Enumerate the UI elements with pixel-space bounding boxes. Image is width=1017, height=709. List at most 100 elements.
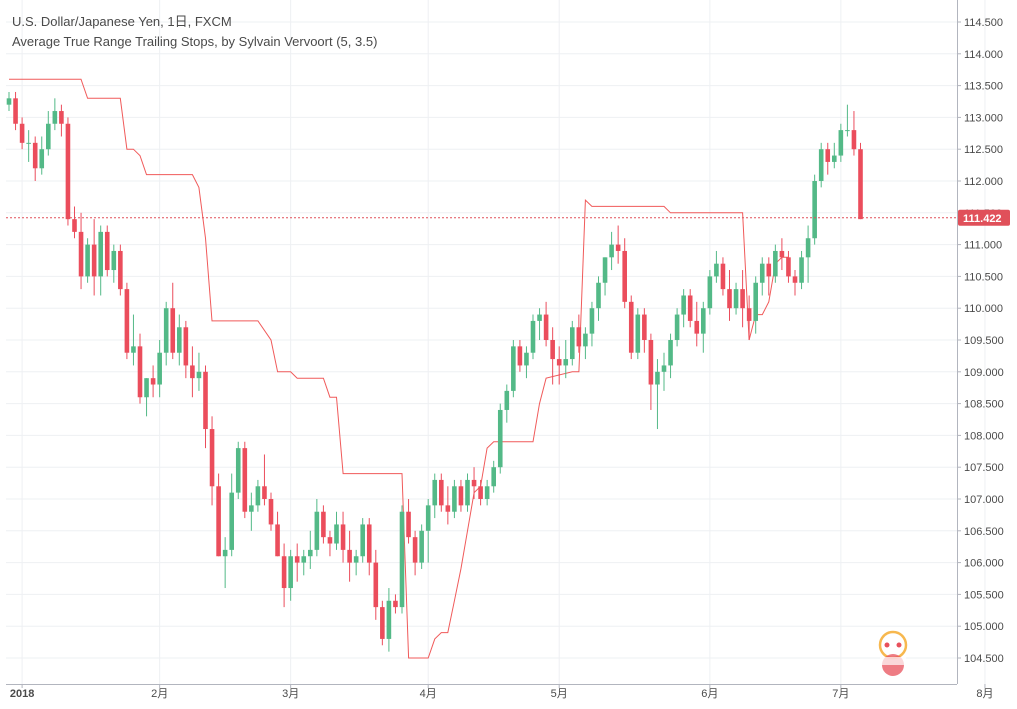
candle-body bbox=[753, 282, 758, 321]
trailing-stop-layer bbox=[9, 78, 789, 659]
last-price-badge: 111.422 bbox=[958, 209, 1010, 226]
x-tick-label: 4月 bbox=[420, 688, 437, 700]
candle-body bbox=[733, 289, 739, 309]
candle-body bbox=[183, 327, 189, 366]
candle-body bbox=[622, 250, 627, 302]
candle-body bbox=[740, 289, 745, 309]
candle-body bbox=[445, 505, 451, 512]
candle-body bbox=[255, 486, 261, 506]
candle-body bbox=[556, 359, 562, 366]
trailing-stop-line bbox=[9, 78, 789, 659]
candle-body bbox=[412, 537, 418, 563]
candle-body bbox=[543, 314, 549, 340]
candle-body bbox=[111, 250, 117, 271]
candle-body bbox=[353, 556, 359, 563]
candle-body bbox=[19, 123, 25, 143]
y-tick-label: 104.500 bbox=[964, 653, 1004, 665]
candle-body bbox=[550, 340, 555, 360]
candle-body bbox=[458, 486, 464, 506]
candle-body bbox=[432, 479, 438, 506]
candle-body bbox=[504, 390, 510, 410]
price-axis-labels: 114.500 114.000 113.500 113.000 112.500 112.0… bbox=[957, 17, 1004, 665]
y-tick-label: 105.500 bbox=[964, 589, 1004, 601]
candle-body bbox=[655, 371, 660, 385]
x-tick-label: 5月 bbox=[551, 688, 568, 700]
candle-body bbox=[118, 250, 123, 290]
x-tick-label: 6月 bbox=[701, 688, 718, 700]
candle-body bbox=[818, 149, 824, 181]
candle-body bbox=[281, 556, 287, 589]
candle-body bbox=[838, 130, 844, 156]
candle-body bbox=[26, 142, 31, 144]
candle-body bbox=[851, 130, 857, 150]
candle-body bbox=[340, 524, 346, 550]
candle-body bbox=[334, 524, 339, 544]
y-tick-label: 112.000 bbox=[964, 176, 1003, 188]
candle-body bbox=[484, 486, 490, 499]
candle-body bbox=[746, 308, 752, 321]
y-tick-label: 106.500 bbox=[964, 526, 1004, 538]
candle-body bbox=[216, 486, 221, 557]
y-tick-label: 108.500 bbox=[964, 399, 1004, 411]
candle-body bbox=[262, 486, 267, 499]
last-price-badge-text: 111.422 bbox=[963, 213, 1002, 225]
candle-body bbox=[570, 327, 575, 360]
candle-body bbox=[537, 314, 542, 321]
candle-body bbox=[301, 556, 307, 563]
candle-body bbox=[59, 111, 64, 124]
candle-body bbox=[524, 352, 529, 366]
candle-body bbox=[229, 492, 234, 550]
candle-body bbox=[799, 257, 804, 283]
watermark-logo-icon bbox=[878, 630, 908, 676]
candle-body bbox=[39, 149, 45, 169]
candle-body bbox=[52, 111, 58, 124]
candle-body bbox=[360, 524, 365, 557]
y-tick-label: 114.500 bbox=[964, 17, 1003, 29]
y-tick-label: 109.000 bbox=[964, 367, 1004, 379]
candles-layer bbox=[6, 91, 863, 652]
time-axis-labels: 2018 2月 3月 4月 5月 6月 7月 8月 bbox=[10, 684, 994, 700]
y-tick-label: 110.000 bbox=[964, 303, 1003, 315]
candle-body bbox=[268, 499, 274, 525]
candle-body bbox=[812, 181, 817, 239]
candle-body bbox=[786, 257, 791, 277]
candle-body bbox=[668, 340, 673, 366]
candle-body bbox=[321, 511, 326, 538]
y-tick-label: 112.500 bbox=[964, 144, 1003, 156]
x-tick-label: 3月 bbox=[282, 688, 299, 700]
candle-body bbox=[439, 479, 444, 506]
candle-body bbox=[124, 289, 130, 353]
logo-band bbox=[880, 657, 906, 665]
candle-body bbox=[609, 244, 614, 258]
candle-body bbox=[347, 549, 352, 563]
candle-body bbox=[832, 155, 837, 162]
x-tick-label: 7月 bbox=[832, 688, 849, 700]
candle-body bbox=[380, 607, 385, 639]
candle-body bbox=[222, 549, 228, 557]
candle-body bbox=[425, 505, 431, 531]
candle-body bbox=[406, 511, 411, 538]
y-tick-label: 107.500 bbox=[964, 462, 1004, 474]
candle-body bbox=[308, 549, 313, 557]
candle-body bbox=[150, 378, 156, 385]
candle-body bbox=[72, 219, 77, 232]
candle-body bbox=[471, 479, 477, 487]
candle-body bbox=[576, 327, 582, 347]
candle-body bbox=[858, 149, 863, 220]
candle-body bbox=[465, 479, 470, 506]
candle-body bbox=[517, 346, 523, 366]
candle-body bbox=[386, 600, 392, 639]
candle-body bbox=[327, 537, 333, 544]
candle-body bbox=[661, 365, 667, 372]
y-tick-label: 106.000 bbox=[964, 558, 1004, 570]
candle-body bbox=[275, 524, 280, 557]
candle-body bbox=[648, 340, 654, 385]
candle-body bbox=[98, 231, 103, 277]
candle-body bbox=[393, 600, 398, 608]
candle-body bbox=[635, 314, 641, 353]
candle-body bbox=[78, 231, 84, 277]
candle-body bbox=[759, 263, 765, 283]
candle-body bbox=[714, 263, 719, 277]
candle-body bbox=[249, 505, 254, 512]
